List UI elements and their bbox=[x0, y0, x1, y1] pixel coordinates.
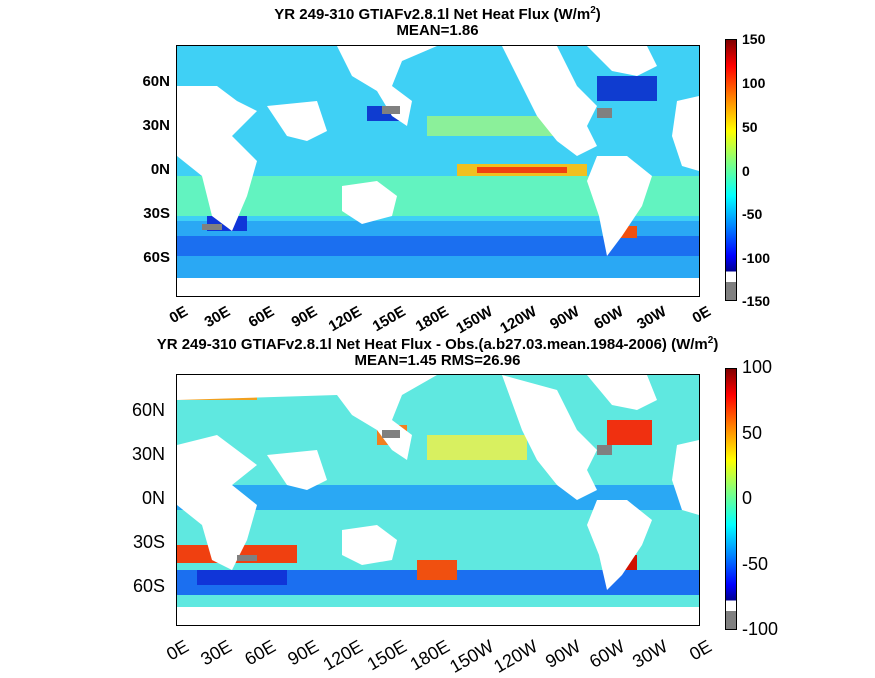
lon-tick: 60W bbox=[591, 303, 627, 334]
colorbar-tick: -50 bbox=[742, 554, 769, 574]
lon-tick: 0E bbox=[162, 636, 192, 665]
lon-tick: 60W bbox=[585, 636, 628, 672]
lon-tick: 60E bbox=[241, 636, 279, 670]
heatmap-field bbox=[177, 375, 699, 625]
lat-tick: 30S bbox=[143, 205, 170, 222]
lon-tick: 0E bbox=[689, 303, 714, 327]
colorbar-tick: -100 bbox=[742, 619, 779, 639]
colorbar-tick: 100 bbox=[742, 357, 773, 377]
lon-tick: 30W bbox=[634, 303, 670, 334]
lon-tick: 0E bbox=[166, 303, 191, 327]
lon-tick: 30E bbox=[201, 303, 234, 332]
lon-tick: 150E bbox=[369, 303, 409, 336]
panel-title-line2: MEAN=1.86 bbox=[396, 22, 479, 39]
colorbar bbox=[725, 39, 737, 301]
lat-tick: 60S bbox=[132, 576, 165, 596]
lat-tick: 60N bbox=[131, 400, 165, 420]
heatmap-map bbox=[176, 374, 700, 626]
lat-tick: 60N bbox=[142, 73, 170, 90]
lat-tick: 30N bbox=[142, 117, 170, 134]
lon-tick: 180E bbox=[412, 303, 452, 336]
colorbar-tick: -100 bbox=[742, 250, 771, 266]
lon-tick: 60E bbox=[245, 303, 278, 332]
lat-tick: 30N bbox=[131, 444, 165, 464]
lon-tick: 90E bbox=[288, 303, 321, 332]
lon-tick: 90W bbox=[547, 303, 583, 334]
colorbar-tick: 0 bbox=[742, 163, 750, 179]
lat-tick: 60S bbox=[143, 249, 170, 266]
colorbar-tick: 0 bbox=[742, 488, 753, 508]
heatmap-map bbox=[176, 45, 700, 297]
lat-tick: 30S bbox=[132, 532, 165, 552]
lon-tick: 150W bbox=[446, 636, 497, 677]
colorbar bbox=[725, 368, 737, 630]
colorbar-tick: 50 bbox=[742, 119, 758, 135]
colorbar-tick: 100 bbox=[742, 75, 766, 91]
lon-tick: 0E bbox=[685, 636, 715, 665]
colorbar-tick: -50 bbox=[742, 206, 763, 222]
heatmap-field bbox=[177, 46, 699, 296]
colorbar-tick: 50 bbox=[742, 423, 763, 443]
colorbar-tick: 150 bbox=[742, 31, 766, 47]
lat-tick: 0N bbox=[141, 488, 165, 508]
lon-tick: 90W bbox=[541, 636, 584, 672]
colorbar-tick: -150 bbox=[742, 293, 771, 309]
lon-tick: 90E bbox=[284, 636, 322, 670]
panel-title-line1: YR 249-310 GTIAFv2.8.1l Net Heat Flux (W… bbox=[274, 5, 601, 23]
panel-title-line1: YR 249-310 GTIAFv2.8.1l Net Heat Flux - … bbox=[156, 335, 719, 353]
panel-title-line2: MEAN=1.45 RMS=26.96 bbox=[354, 352, 521, 369]
lon-tick: 120W bbox=[490, 636, 541, 677]
lat-tick: 0N bbox=[150, 161, 170, 178]
lon-tick: 120E bbox=[325, 303, 365, 336]
lon-tick: 30E bbox=[197, 636, 235, 670]
lon-tick: 30W bbox=[628, 636, 671, 672]
